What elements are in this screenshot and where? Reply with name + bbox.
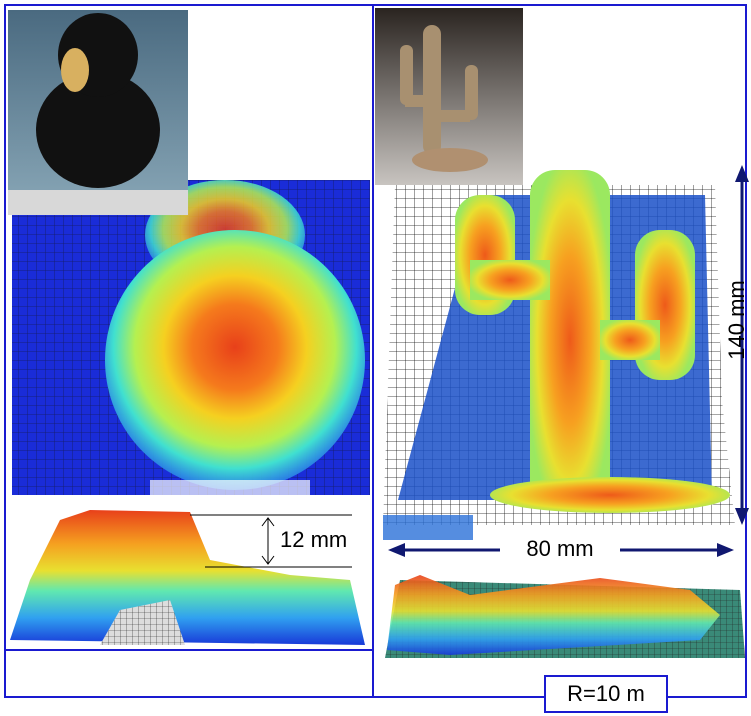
range-box	[544, 675, 668, 713]
width-label: 80 mm	[526, 536, 593, 561]
doll-photo	[8, 10, 188, 215]
doll-surface-plot	[12, 180, 370, 495]
cactus-photo	[375, 8, 523, 185]
cactus-side-plot	[385, 575, 745, 658]
arrowheads	[261, 517, 275, 565]
outer-frame	[4, 4, 747, 698]
length-label: 140 mm	[724, 280, 749, 359]
height-label: 12 mm	[280, 527, 347, 552]
cactus-surface-plot	[383, 170, 735, 540]
doll-side-plot	[10, 510, 365, 645]
range-label: R=10 m	[567, 681, 645, 706]
